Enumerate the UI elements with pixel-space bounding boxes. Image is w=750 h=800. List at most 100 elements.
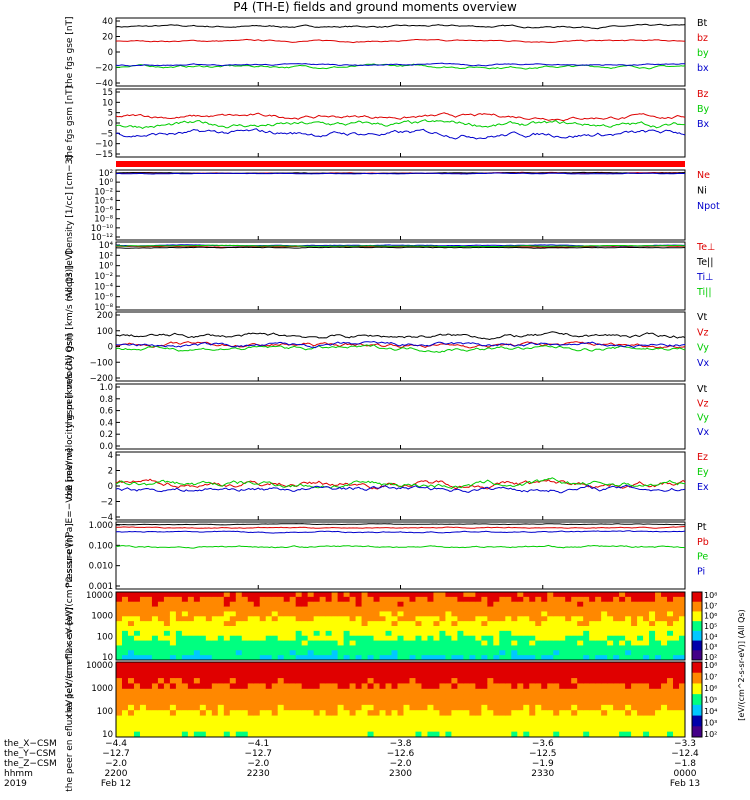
heatmap-cell (127, 672, 135, 679)
heatmap-cell (151, 699, 159, 706)
heatmap-cell (649, 720, 656, 727)
heatmap-cell (667, 662, 674, 668)
heatmap-cell (529, 704, 536, 711)
heatmap-cell (331, 726, 339, 733)
heatmap-cell (319, 694, 327, 700)
heatmap-cell (205, 694, 213, 700)
heatmap-cell (589, 678, 596, 684)
heatmap-cell (187, 704, 195, 711)
heatmap-cell (217, 611, 225, 617)
panel-9: the peir en eflux eV [eV/(cm^2-s-sr-eV)]… (65, 535, 686, 717)
heatmap-cell (499, 694, 506, 700)
heatmap-cell (673, 731, 680, 738)
heatmap-cell (253, 601, 261, 608)
heatmap-cell (313, 694, 321, 700)
heatmap-cell (655, 630, 662, 637)
heatmap-cell (481, 683, 488, 690)
heatmap-cell (199, 688, 207, 695)
heatmap-cell (487, 655, 494, 661)
heatmap-cell (169, 601, 177, 608)
heatmap-cell (421, 710, 428, 717)
heatmap-cell (259, 720, 267, 727)
heatmap-cell (277, 645, 285, 651)
heatmap-cell (301, 611, 309, 617)
heatmap-cell (391, 635, 399, 642)
ytick-label: 10⁰ (99, 178, 114, 188)
heatmap-cell (481, 606, 488, 612)
heatmap-cell (511, 704, 518, 711)
heatmap-cell (277, 704, 285, 711)
heatmap-cell (451, 731, 458, 738)
heatmap-cell (667, 678, 674, 684)
heatmap-cell (391, 616, 399, 622)
heatmap-cell (397, 720, 404, 727)
heatmap-cell (619, 678, 626, 684)
heatmap-cell (571, 683, 578, 690)
heatmap-cell (247, 611, 255, 617)
heatmap-cell (163, 720, 171, 727)
heatmap-cell (469, 726, 476, 733)
heatmap-cell (427, 688, 434, 695)
heatmap-cell (643, 592, 650, 598)
heatmap-cell (127, 726, 135, 733)
heatmap-cell (355, 592, 363, 598)
heatmap-cell (559, 662, 566, 668)
heatmap-cell (187, 710, 195, 717)
heatmap-cell (601, 662, 608, 668)
heatmap-cell (673, 710, 680, 717)
heatmap-cell (391, 592, 399, 598)
heatmap-cell (553, 694, 560, 700)
heatmap-cell (481, 650, 488, 656)
heatmap-cell (187, 667, 195, 674)
heatmap-cell (673, 667, 680, 674)
heatmap-cell (547, 699, 554, 706)
heatmap-cell (283, 726, 291, 733)
heatmap-cell (433, 616, 440, 622)
heatmap-cell (313, 704, 321, 711)
heatmap-cell (427, 635, 434, 642)
heatmap-cell (439, 635, 446, 642)
heatmap-cell (529, 640, 536, 646)
heatmap-cell (367, 640, 375, 646)
heatmap-cell (439, 616, 446, 622)
legend-Pb: Pb (697, 537, 709, 548)
heatmap-cell (331, 616, 339, 622)
heatmap-cell (625, 683, 632, 690)
heatmap-cell (385, 621, 393, 627)
heatmap-cell (373, 683, 381, 690)
heatmap-cell (577, 715, 584, 722)
heatmap-cell (601, 683, 608, 690)
heatmap-cell (397, 667, 404, 674)
heatmap-cell (211, 635, 219, 642)
heatmap-cell (547, 726, 554, 733)
heatmap-cell (253, 683, 261, 690)
heatmap-cell (415, 592, 422, 598)
heatmap-cell (409, 715, 416, 722)
heatmap-cell (169, 683, 177, 690)
heatmap-cell (247, 596, 255, 603)
heatmap-cell (397, 645, 404, 651)
legend-by: by (697, 48, 709, 59)
heatmap-cell (133, 630, 141, 637)
heatmap-cell (547, 630, 554, 637)
heatmap-cell (565, 616, 572, 622)
heatmap-cell (553, 655, 560, 661)
heatmap-cell (481, 640, 488, 646)
heatmap-cell (439, 645, 446, 651)
heatmap-cell (319, 616, 327, 622)
heatmap-cell (229, 688, 237, 695)
heatmap-cell (421, 720, 428, 727)
heatmap-cell (403, 640, 410, 646)
heatmap-cell (421, 667, 428, 674)
xaxis-value: 2200 (105, 769, 128, 779)
heatmap-cell (583, 635, 590, 642)
heatmap-cell (349, 621, 357, 627)
heatmap-cell (571, 662, 578, 668)
heatmap-cell (283, 596, 291, 603)
heatmap-cell (583, 645, 590, 651)
heatmap-cell (631, 596, 638, 603)
heatmap-cell (577, 655, 584, 661)
heatmap-cell (127, 715, 135, 722)
heatmap-cell (127, 621, 135, 627)
heatmap-cell (535, 640, 542, 646)
